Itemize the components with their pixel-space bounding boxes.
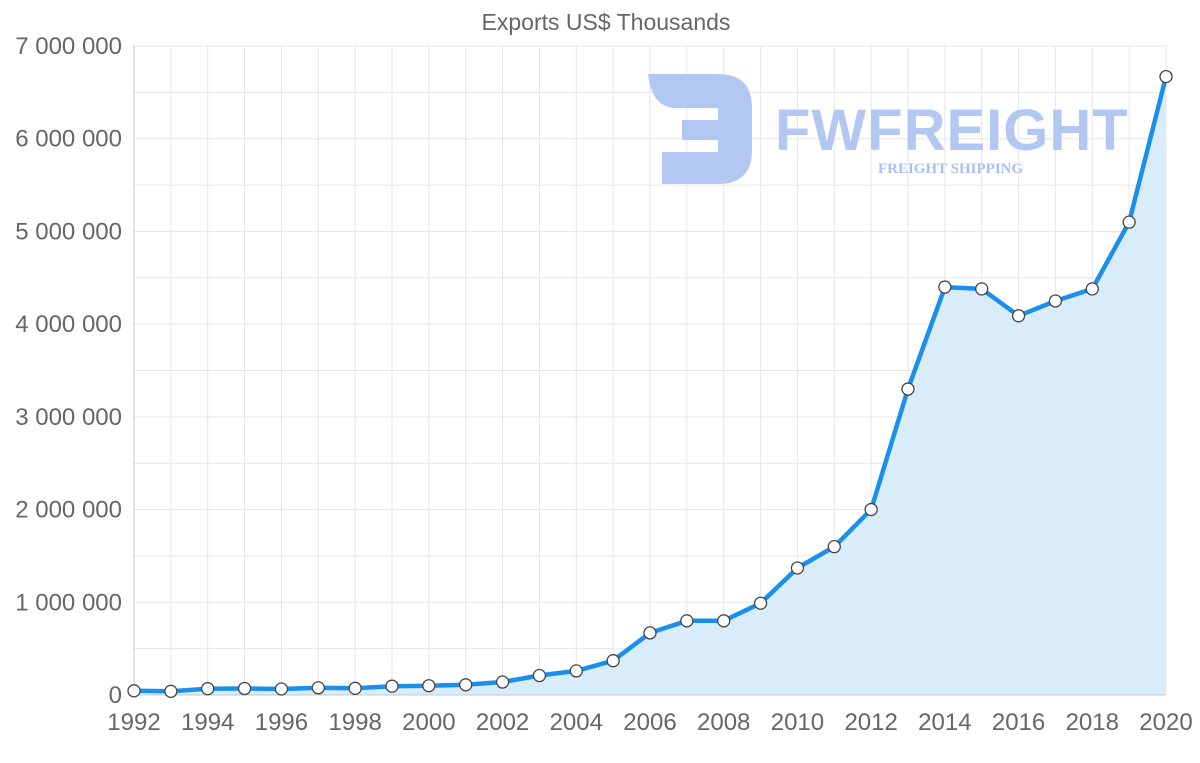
data-point-2002: [495, 675, 510, 689]
data-point-2012: [864, 502, 878, 517]
x-tick-label: 2016: [992, 709, 1045, 736]
data-point-1994: [201, 682, 215, 696]
data-point-2020: [1159, 69, 1173, 84]
x-tick-label: 2018: [1066, 709, 1119, 736]
watermark-tagline: FREIGHT SHIPPING: [878, 161, 1023, 177]
y-tick-label: 5 000 000: [15, 218, 122, 245]
x-tick-label: 2008: [697, 709, 750, 736]
data-point-2018: [1085, 282, 1099, 296]
x-tick-label: 2006: [623, 709, 676, 736]
y-tick-label: 4 000 000: [15, 311, 122, 338]
data-point-2010: [790, 561, 805, 575]
x-tick-label: 1992: [107, 709, 160, 736]
x-tick-label: 2000: [402, 709, 455, 736]
data-point-2008: [717, 614, 731, 628]
axes: [133, 46, 1166, 696]
x-tick-labels: 1992 1994 1996 1998 2000 2002 2004 2006 2008 2010…: [107, 709, 1192, 736]
data-point-1999: [385, 679, 399, 693]
data-point-1992: [127, 684, 141, 698]
chart-title: Exports US$ Thousands: [482, 9, 731, 35]
data-point-2009: [753, 596, 768, 610]
data-point-2006: [643, 626, 657, 640]
x-tick-label: 2002: [476, 709, 529, 736]
y-tick-label: 3 000 000: [15, 404, 122, 431]
data-point-2005: [606, 654, 620, 668]
x-tick-label: 1998: [328, 709, 381, 736]
x-tick-label: 1994: [181, 709, 234, 736]
data-point-1997: [311, 681, 325, 695]
data-point-2015: [975, 282, 989, 296]
data-point-1995: [237, 681, 252, 696]
y-tick-label: 2 000 000: [15, 497, 122, 524]
data-point-2016: [1011, 309, 1026, 323]
y-tick-label: 7 000 000: [15, 33, 122, 60]
data-point-2011: [827, 540, 841, 554]
data-point-2003: [532, 668, 547, 683]
data-point-2001: [459, 678, 473, 692]
data-point-1993: [164, 684, 178, 698]
data-point-2000: [422, 679, 436, 693]
x-tick-label: 2012: [844, 709, 897, 736]
data-point-2013: [901, 382, 915, 396]
y-tick-label: 0: [109, 682, 122, 709]
x-tick-label: 2004: [550, 709, 603, 736]
data-point-2014: [938, 280, 952, 294]
x-tick-label: 2014: [918, 709, 971, 736]
data-points: [127, 69, 1173, 698]
data-point-2007: [680, 614, 694, 628]
x-tick-label: 2010: [771, 709, 824, 736]
data-point-2019: [1122, 215, 1136, 229]
y-tick-labels: 0 1 000 000 2 000 000 3 000 000 4 000 000 5 0…: [15, 33, 122, 709]
y-tick-label: 1 000 000: [15, 589, 122, 616]
data-point-1998: [348, 681, 362, 695]
watermark: FWFREIGHT FREIGHT SHIPPING: [648, 74, 1129, 184]
data-point-2004: [569, 664, 583, 678]
data-point-2017: [1048, 294, 1063, 308]
x-tick-label: 2020: [1139, 709, 1192, 736]
fw-logo-icon: [648, 74, 752, 184]
series-area: [134, 76, 1166, 696]
y-tick-label: 6 000 000: [15, 126, 122, 153]
data-point-1996: [274, 682, 289, 696]
x-tick-label: 1996: [255, 709, 308, 736]
watermark-brand: FWFREIGHT: [775, 98, 1129, 163]
